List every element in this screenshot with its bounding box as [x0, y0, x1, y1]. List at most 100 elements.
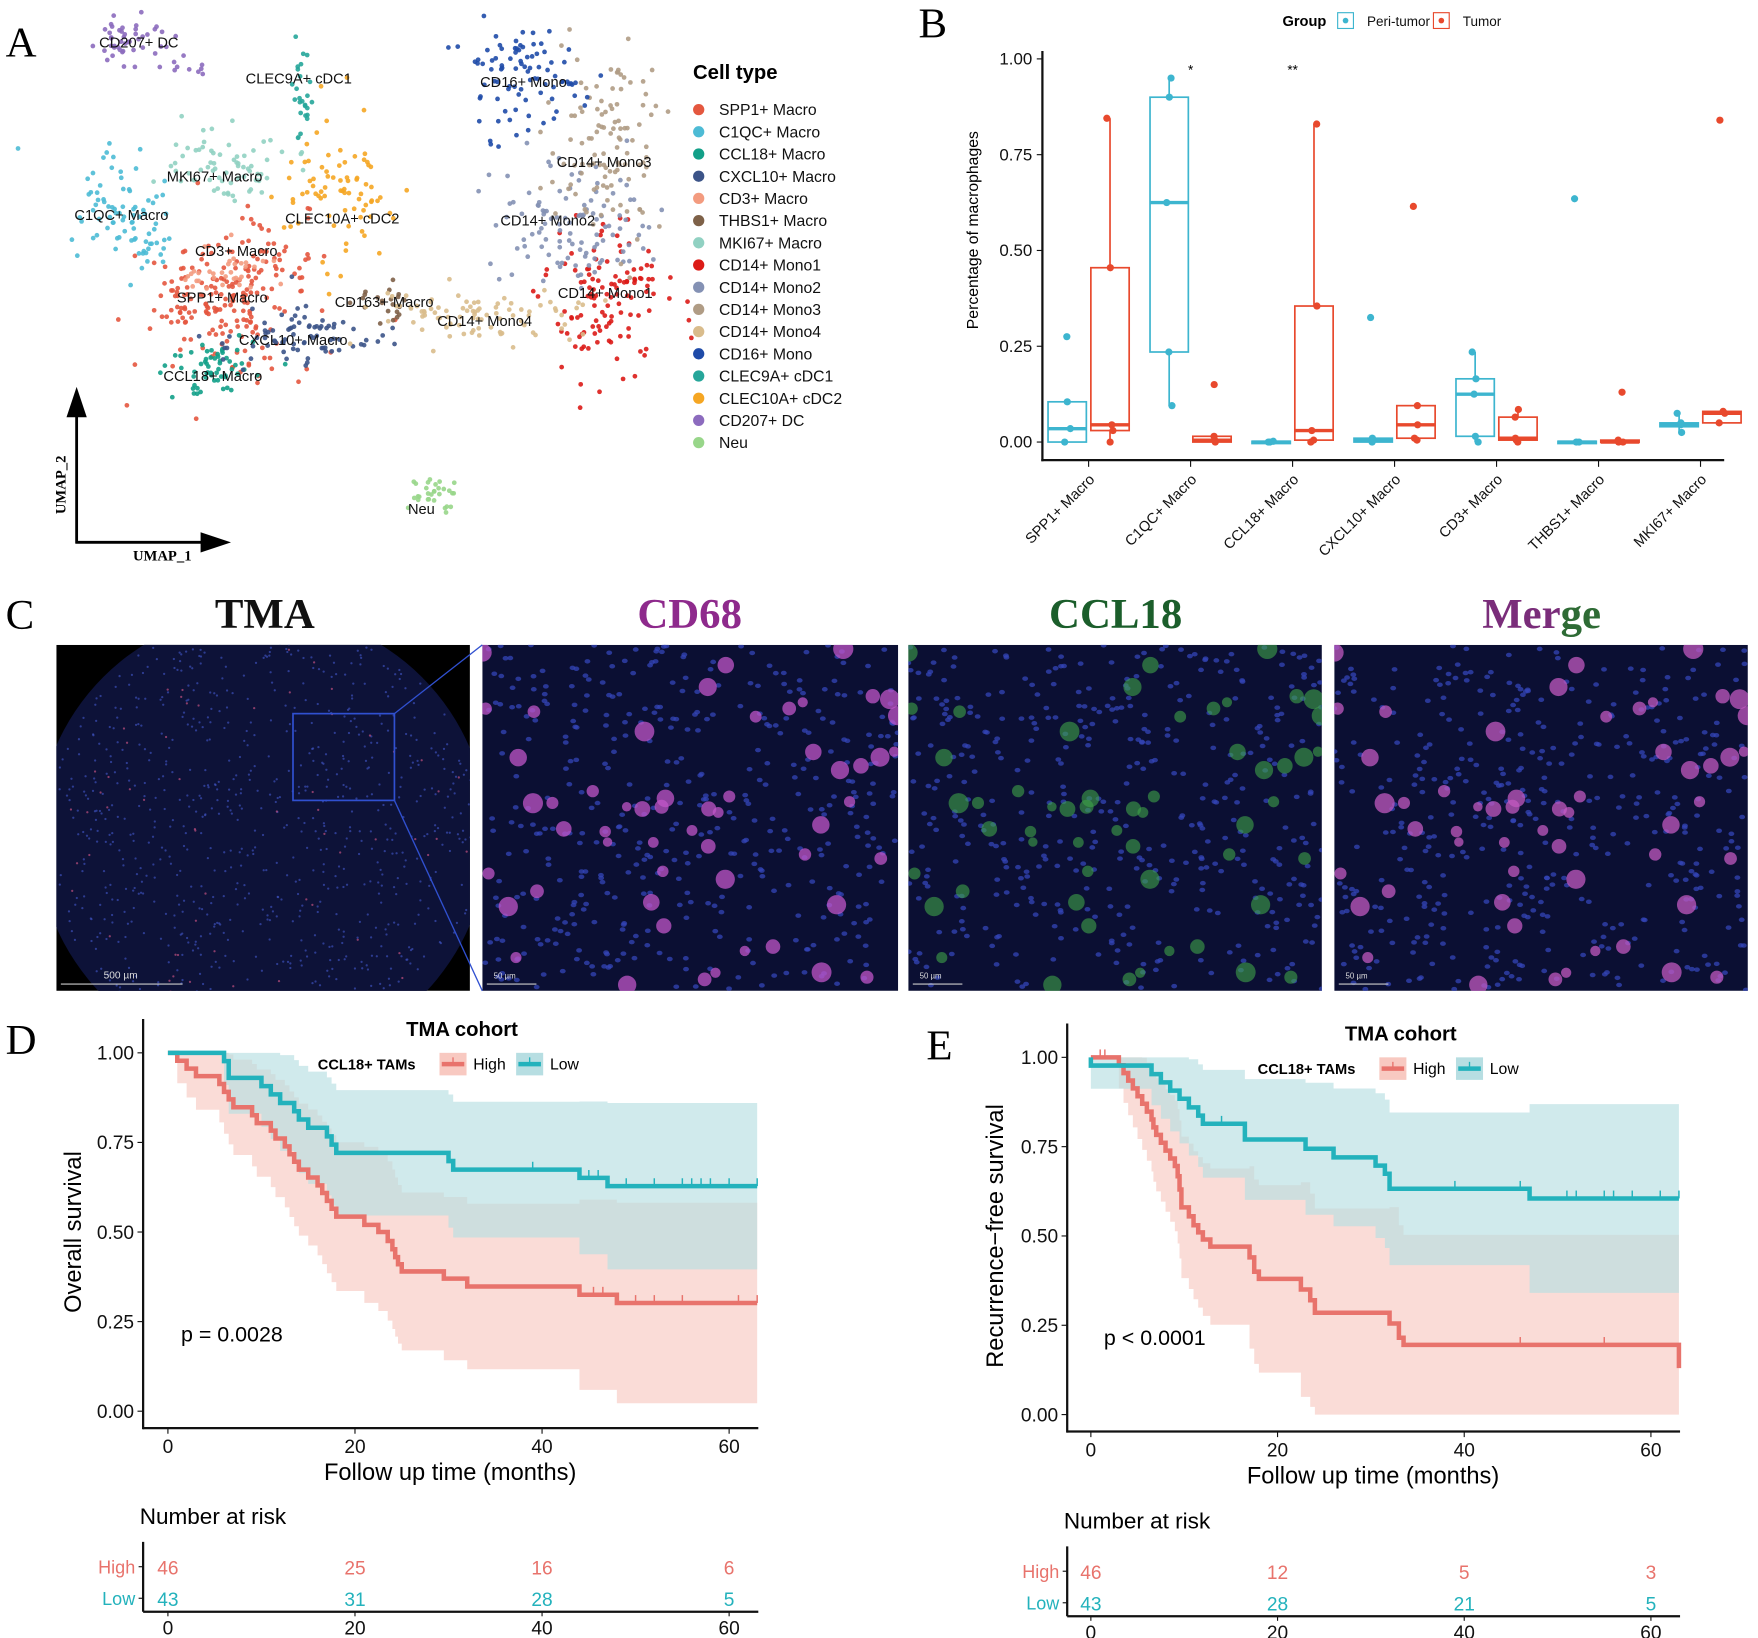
nucleus — [1440, 941, 1446, 946]
nucleus-dot — [323, 999, 325, 1001]
umap-point — [304, 189, 310, 195]
nucleus — [1003, 865, 1010, 870]
umap-point — [121, 64, 127, 69]
nucleus-dot — [61, 758, 64, 761]
legend-label: Low — [550, 1057, 580, 1074]
nucleus — [931, 786, 938, 791]
nucleus — [1517, 902, 1524, 908]
umap-point — [628, 295, 634, 300]
nucleus — [840, 660, 847, 666]
nucleus — [1450, 800, 1457, 805]
umap-point — [637, 275, 643, 281]
nucleus — [620, 951, 627, 956]
nucleus-dot — [232, 985, 235, 988]
nucleus — [1609, 925, 1616, 931]
umap-point — [587, 285, 592, 291]
nucleus-dot — [345, 837, 348, 840]
zoom-connector-line — [393, 800, 483, 992]
umap-point — [271, 258, 277, 264]
risk-x-tick-label: 20 — [1267, 1623, 1288, 1638]
umap-point — [579, 240, 584, 245]
nucleus — [800, 766, 807, 771]
nucleus-dot — [122, 864, 125, 867]
nucleus — [1659, 646, 1666, 651]
nucleus-dot — [124, 935, 127, 939]
umap-point — [441, 486, 447, 492]
umap-point — [142, 211, 148, 217]
nucleus-dot — [192, 900, 195, 903]
nucleus — [847, 958, 854, 964]
legend-swatch — [693, 259, 705, 271]
nucleus-dot — [416, 759, 419, 762]
umap-point — [390, 215, 396, 221]
nucleus-dot — [377, 809, 380, 812]
umap-point — [94, 232, 100, 238]
stained-cell — [1289, 689, 1304, 704]
umap-point — [269, 286, 275, 292]
nucleus — [1545, 947, 1552, 953]
nucleus — [687, 899, 694, 905]
nucleus-dot — [199, 953, 202, 956]
umap-point — [255, 256, 260, 262]
nucleus — [1000, 840, 1007, 846]
nucleus-dot — [386, 667, 389, 670]
nucleus — [1057, 910, 1064, 915]
umap-point — [567, 27, 572, 32]
nucleus-dot — [426, 853, 430, 857]
umap-point — [389, 293, 395, 299]
nucleus — [1023, 869, 1030, 874]
umap-point — [337, 337, 342, 342]
umap-point — [326, 152, 331, 158]
umap-point — [475, 61, 480, 66]
nucleus — [829, 720, 836, 725]
nucleus — [1594, 795, 1601, 801]
umap-point — [599, 228, 605, 234]
umap-point — [538, 185, 543, 191]
nucleus — [1058, 654, 1065, 659]
nucleus — [1060, 784, 1067, 789]
umap-point — [569, 241, 575, 247]
nucleus — [961, 779, 968, 785]
nucleus — [1394, 740, 1401, 745]
nucleus — [795, 791, 802, 797]
umap-point — [133, 31, 139, 37]
nucleus-dot — [357, 733, 361, 736]
umap-point — [392, 341, 397, 347]
stained-cell — [1254, 760, 1274, 780]
umap-point — [228, 232, 234, 238]
umap-point — [102, 48, 107, 54]
nucleus — [669, 827, 676, 832]
nucleus-dot — [286, 650, 289, 654]
umap-point — [200, 144, 206, 150]
nucleus-dot — [81, 870, 84, 873]
nucleus — [1100, 644, 1107, 648]
umap-point — [649, 67, 655, 73]
nucleus-dot — [471, 847, 473, 849]
nucleus — [1271, 761, 1278, 767]
nucleus — [1096, 709, 1103, 715]
nucleus — [1267, 891, 1274, 896]
nucleus — [507, 655, 514, 661]
nucleus — [1734, 845, 1741, 850]
umap-point — [538, 41, 544, 47]
nucleus — [959, 833, 966, 839]
data-point — [1063, 333, 1071, 341]
nucleus — [1428, 922, 1435, 927]
nucleus — [1578, 896, 1585, 902]
nucleus — [854, 834, 861, 840]
legend-swatch — [693, 103, 705, 116]
nucleus-dot — [106, 806, 109, 809]
umap-point — [310, 183, 316, 189]
umap-point — [363, 181, 369, 187]
nucleus-dot — [363, 682, 366, 685]
nucleus-dot — [315, 1047, 317, 1049]
umap-point — [572, 113, 578, 119]
nucleus — [1685, 675, 1692, 681]
umap-point — [233, 265, 238, 271]
nucleus — [908, 949, 912, 954]
umap-point — [609, 314, 614, 319]
nucleus — [1351, 949, 1358, 954]
y-tick-label: 0.25 — [999, 337, 1032, 356]
umap-point — [326, 323, 332, 329]
nucleus — [1318, 847, 1322, 853]
